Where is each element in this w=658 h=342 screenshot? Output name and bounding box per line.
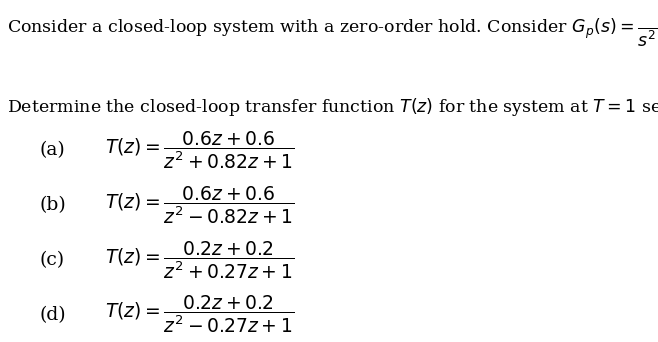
Text: (c): (c) — [39, 251, 64, 269]
Text: Determine the closed-loop transfer function $T\left(z\right)$ for the system at : Determine the closed-loop transfer funct… — [7, 96, 658, 118]
Text: (b): (b) — [39, 196, 66, 214]
Text: $T\left(z\right)=\dfrac{0.2z+0.2}{z^2-0.27z+1}$: $T\left(z\right)=\dfrac{0.2z+0.2}{z^2-0.… — [105, 294, 294, 335]
Text: (a): (a) — [39, 142, 65, 159]
Text: $T\left(z\right)=\dfrac{0.6z+0.6}{z^2-0.82z+1}$: $T\left(z\right)=\dfrac{0.6z+0.6}{z^2-0.… — [105, 185, 295, 226]
Text: (d): (d) — [39, 306, 66, 324]
Text: $T\left(z\right)=\dfrac{0.2z+0.2}{z^2+0.27z+1}$: $T\left(z\right)=\dfrac{0.2z+0.2}{z^2+0.… — [105, 239, 294, 280]
Text: $T\left(z\right)=\dfrac{0.6z+0.6}{z^2+0.82z+1}$: $T\left(z\right)=\dfrac{0.6z+0.6}{z^2+0.… — [105, 130, 295, 171]
Text: Consider a closed-loop system with a zero-order hold. Consider $G_p\left(s\right: Consider a closed-loop system with a zer… — [7, 10, 658, 49]
